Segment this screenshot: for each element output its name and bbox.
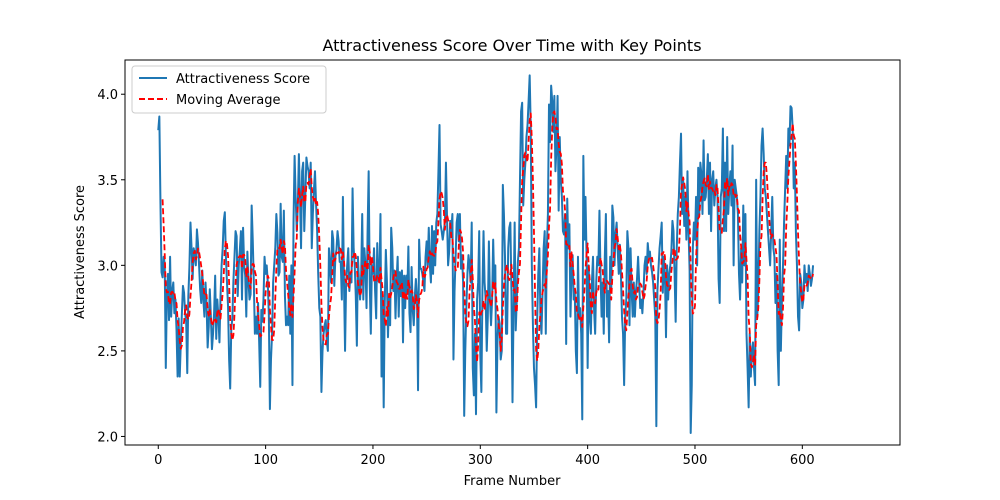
x-tick-label: 500 xyxy=(683,453,708,468)
x-tick-label: 300 xyxy=(468,453,493,468)
series-layer xyxy=(157,74,815,435)
x-tick-label: 0 xyxy=(154,453,162,468)
x-tick-label: 200 xyxy=(361,453,386,468)
legend-label-attractiveness-score: Attractiveness Score xyxy=(176,72,310,87)
x-tick-label: 100 xyxy=(253,453,278,468)
y-tick-label: 2.0 xyxy=(97,430,118,445)
x-axis: 0 100 200 300 400 500 600 xyxy=(154,445,815,468)
y-tick-label: 4.0 xyxy=(97,88,118,103)
y-tick-label: 2.5 xyxy=(97,345,118,360)
y-tick-label: 3.0 xyxy=(97,259,118,274)
y-axis: 2.0 2.5 3.0 3.5 4.0 xyxy=(97,88,125,445)
legend: Attractiveness Score Moving Average xyxy=(131,65,327,114)
series-line-moving-average xyxy=(161,110,814,369)
x-axis-label: Frame Number xyxy=(464,474,562,489)
legend-box xyxy=(131,65,327,114)
chart-title: Attractiveness Score Over Time with Key … xyxy=(322,36,701,55)
x-tick-label: 600 xyxy=(790,453,815,468)
legend-label-moving-average: Moving Average xyxy=(176,93,280,108)
y-tick-label: 3.5 xyxy=(97,174,118,189)
plot-area xyxy=(124,59,901,446)
y-axis-label: Attractiveness Score xyxy=(73,185,88,319)
plot-frame xyxy=(124,59,901,446)
x-tick-label: 400 xyxy=(575,453,600,468)
